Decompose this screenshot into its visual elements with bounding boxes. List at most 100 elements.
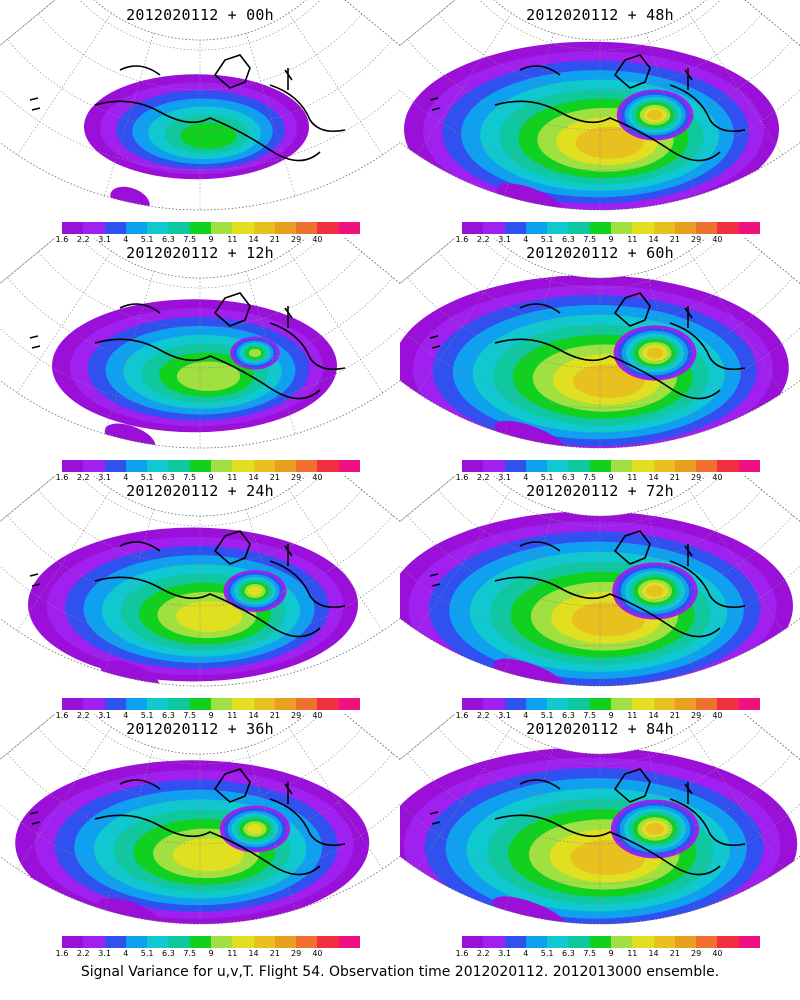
- colorbar-labels: 1.6 2.2 3.1 4 5.1 6.3 7.5 9 11 14 21 29 40: [456, 711, 776, 723]
- colorbar-tick-label: 5.1: [140, 235, 154, 244]
- colorbar-swatch: [104, 222, 126, 234]
- figure-caption: Signal Variance for u,v,T. Flight 54. Ob…: [80, 964, 720, 980]
- colorbar-tick-label: 5.1: [540, 235, 554, 244]
- colorbar-tick-label: 9: [208, 949, 214, 958]
- colorbar-swatch: [317, 460, 339, 472]
- coastline: [29, 768, 346, 876]
- lat-lon-grid: [400, 238, 800, 448]
- colorbar: [462, 936, 760, 948]
- map-panel-0h: 2012020112 + 00h 1.6 2.2 3.1 4 5.1 6.3 7.5 9 11 14…: [0, 0, 400, 250]
- map-panel-48h: 2012020112 + 48h 1.6 2.2 3.1 4 5.1 6.3 7.5 9 11 14…: [400, 0, 800, 250]
- colorbar-tick-label: 14: [248, 949, 259, 958]
- variance-map: [400, 714, 800, 925]
- colorbar: [462, 460, 760, 472]
- colorbar-tick-label: 5.1: [540, 949, 554, 958]
- colorbar-swatch: [738, 222, 760, 234]
- variance-map: [0, 714, 400, 925]
- colorbar-swatch: [525, 936, 548, 948]
- colorbar-tick-label: 1.6: [55, 949, 69, 958]
- colorbar-swatch: [168, 936, 190, 948]
- colorbar-tick-label: 11: [227, 235, 238, 244]
- colorbar-swatch: [525, 222, 548, 234]
- colorbar-tick-label: 4: [123, 949, 129, 958]
- colorbar-swatch: [717, 460, 739, 472]
- colorbar-swatch: [696, 222, 718, 234]
- colorbar-swatch: [610, 698, 633, 710]
- colorbar-swatch: [338, 936, 360, 948]
- lat-lon-grid: [400, 714, 800, 924]
- colorbar-tick-label: 11: [627, 949, 638, 958]
- variance-field: [400, 511, 793, 686]
- colorbar-swatch: [147, 936, 169, 948]
- colorbar-tick-label: 29: [291, 949, 302, 958]
- colorbar-swatch: [296, 460, 318, 472]
- colorbar-tick-label: 2.2: [76, 235, 90, 244]
- colorbar-tick-label: 21: [269, 711, 280, 720]
- coastline: [29, 292, 346, 400]
- colorbar-swatch: [738, 936, 760, 948]
- colorbar-tick-label: 29: [291, 235, 302, 244]
- colorbar-tick-label: 6.3: [562, 949, 575, 958]
- colorbar-swatch: [632, 460, 654, 472]
- colorbar-swatch: [610, 460, 633, 472]
- colorbar-swatch: [83, 460, 105, 472]
- map-border: [0, 238, 400, 449]
- colorbar: [462, 222, 760, 234]
- colorbar-swatch: [483, 698, 505, 710]
- colorbar-tick-label: 14: [648, 949, 659, 958]
- colorbar-swatch: [696, 698, 718, 710]
- colorbar-tick-label: 1.6: [455, 711, 469, 720]
- panel-title: 2012020112 + 00h: [126, 6, 274, 24]
- colorbar-labels: 1.6 2.2 3.1 4 5.1 6.3 7.5 9 11 14 21 29 40: [56, 473, 376, 485]
- colorbar-swatch: [674, 222, 697, 234]
- colorbar-swatch: [296, 222, 318, 234]
- colorbar-tick-label: 21: [269, 949, 280, 958]
- colorbar-swatch: [253, 936, 275, 948]
- colorbar-tick-label: 40: [712, 235, 723, 244]
- colorbar-tick-label: 1.6: [455, 235, 469, 244]
- colorbar-labels: 1.6 2.2 3.1 4 5.1 6.3 7.5 9 11 14 21 29 40: [56, 235, 376, 247]
- variance-map: [0, 0, 400, 211]
- colorbar-tick-label: 11: [627, 711, 638, 720]
- colorbar-swatch: [504, 460, 526, 472]
- colorbar-swatch: [547, 460, 569, 472]
- map-panel-12h: 2012020112 + 12h 1.6 2.2 3.1 4 5.1 6.3 7.5 9 11 14…: [0, 238, 400, 488]
- colorbar-swatch: [253, 460, 275, 472]
- colorbar-tick-label: 7.5: [583, 949, 597, 958]
- map-border: [400, 476, 800, 687]
- colorbar-tick-label: 21: [669, 473, 680, 482]
- colorbar-swatch: [674, 698, 697, 710]
- colorbar-tick-label: 3.1: [498, 711, 511, 720]
- colorbar-swatch: [547, 698, 569, 710]
- colorbar-swatch: [483, 936, 505, 948]
- colorbar-swatch: [674, 460, 697, 472]
- colorbar-swatch: [653, 936, 675, 948]
- colorbar-tick-label: 4: [523, 235, 529, 244]
- colorbar-tick-label: 40: [312, 235, 323, 244]
- colorbar-tick-label: 2.2: [76, 711, 90, 720]
- colorbar-tick-label: 3.1: [498, 235, 511, 244]
- colorbar-tick-label: 2.2: [476, 949, 490, 958]
- coastline: [29, 54, 346, 162]
- coastline: [429, 530, 746, 638]
- map-panel-60h: 2012020112 + 60h 1.6 2.2 3.1 4 5.1 6.3 7.5 9 11 14…: [400, 238, 800, 488]
- colorbar-tick-label: 14: [648, 235, 659, 244]
- variance-map: [400, 238, 800, 449]
- colorbar-swatch: [253, 222, 275, 234]
- map-panel-72h: 2012020112 + 72h 1.6 2.2 3.1 4 5.1 6.3 7.5 9 11 14…: [400, 476, 800, 726]
- colorbar-tick-label: 9: [608, 949, 614, 958]
- panel-title: 2012020112 + 48h: [526, 6, 674, 24]
- colorbar-swatch: [83, 936, 105, 948]
- colorbar-tick-label: 9: [608, 473, 614, 482]
- colorbar-tick-label: 9: [608, 711, 614, 720]
- variance-field: [52, 299, 337, 448]
- colorbar-swatch: [210, 698, 233, 710]
- colorbar-tick-label: 40: [312, 711, 323, 720]
- colorbar-tick-label: 6.3: [162, 711, 175, 720]
- colorbar-swatch: [589, 222, 611, 234]
- map-panel-36h: 2012020112 + 36h 1.6 2.2 3.1 4 5.1 6.3 7.5 9 11 14…: [0, 714, 400, 964]
- colorbar-swatch: [232, 698, 254, 710]
- colorbar-swatch: [62, 936, 84, 948]
- colorbar-tick-label: 9: [208, 473, 214, 482]
- colorbar-swatch: [232, 936, 254, 948]
